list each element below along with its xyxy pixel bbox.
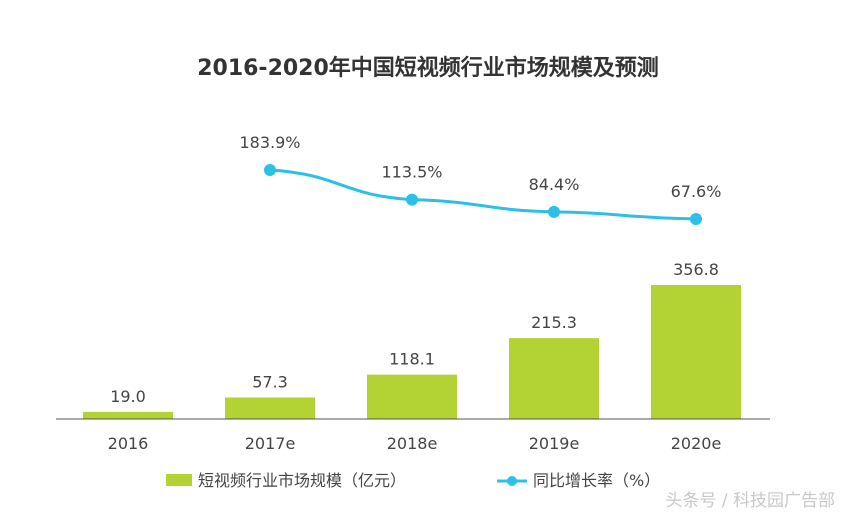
legend-bar-label: 短视频行业市场规模（亿元） xyxy=(198,471,406,490)
bar xyxy=(367,374,457,419)
line-data-label: 67.6% xyxy=(671,182,722,201)
legend-bar-swatch xyxy=(166,474,192,486)
bar-data-label: 19.0 xyxy=(110,387,146,406)
bar-data-label: 356.8 xyxy=(673,260,719,279)
watermark: 头条号 / 科技园广告部 xyxy=(665,491,835,511)
legend-line-label: 同比增长率（%） xyxy=(533,471,660,490)
chart-title: 2016-2020年中国短视频行业市场规模及预测 xyxy=(197,55,659,81)
line-point xyxy=(406,193,418,206)
x-tick-label: 2016 xyxy=(108,434,149,453)
bar-data-label: 57.3 xyxy=(252,372,288,391)
line-data-label: 84.4% xyxy=(529,175,580,194)
growth-line xyxy=(269,168,697,221)
line-point xyxy=(690,212,702,225)
x-tick-label: 2020e xyxy=(671,434,722,453)
bar-data-label: 215.3 xyxy=(531,313,577,332)
legend: 短视频行业市场规模（亿元） 同比增长率（%） xyxy=(166,471,660,490)
bar-data-label: 118.1 xyxy=(389,350,435,369)
x-tick-label: 2018e xyxy=(387,434,438,453)
line-point xyxy=(264,164,276,176)
bar xyxy=(225,397,315,419)
x-tick-label: 2017e xyxy=(245,434,296,453)
legend-line-marker xyxy=(507,476,517,486)
line-data-label: 183.9% xyxy=(239,133,300,152)
line-point xyxy=(548,205,560,218)
line-data-label: 113.5% xyxy=(381,163,442,182)
x-tick-label: 2019e xyxy=(529,434,580,453)
bar xyxy=(651,285,741,419)
bar xyxy=(509,338,599,419)
bar xyxy=(83,411,173,419)
